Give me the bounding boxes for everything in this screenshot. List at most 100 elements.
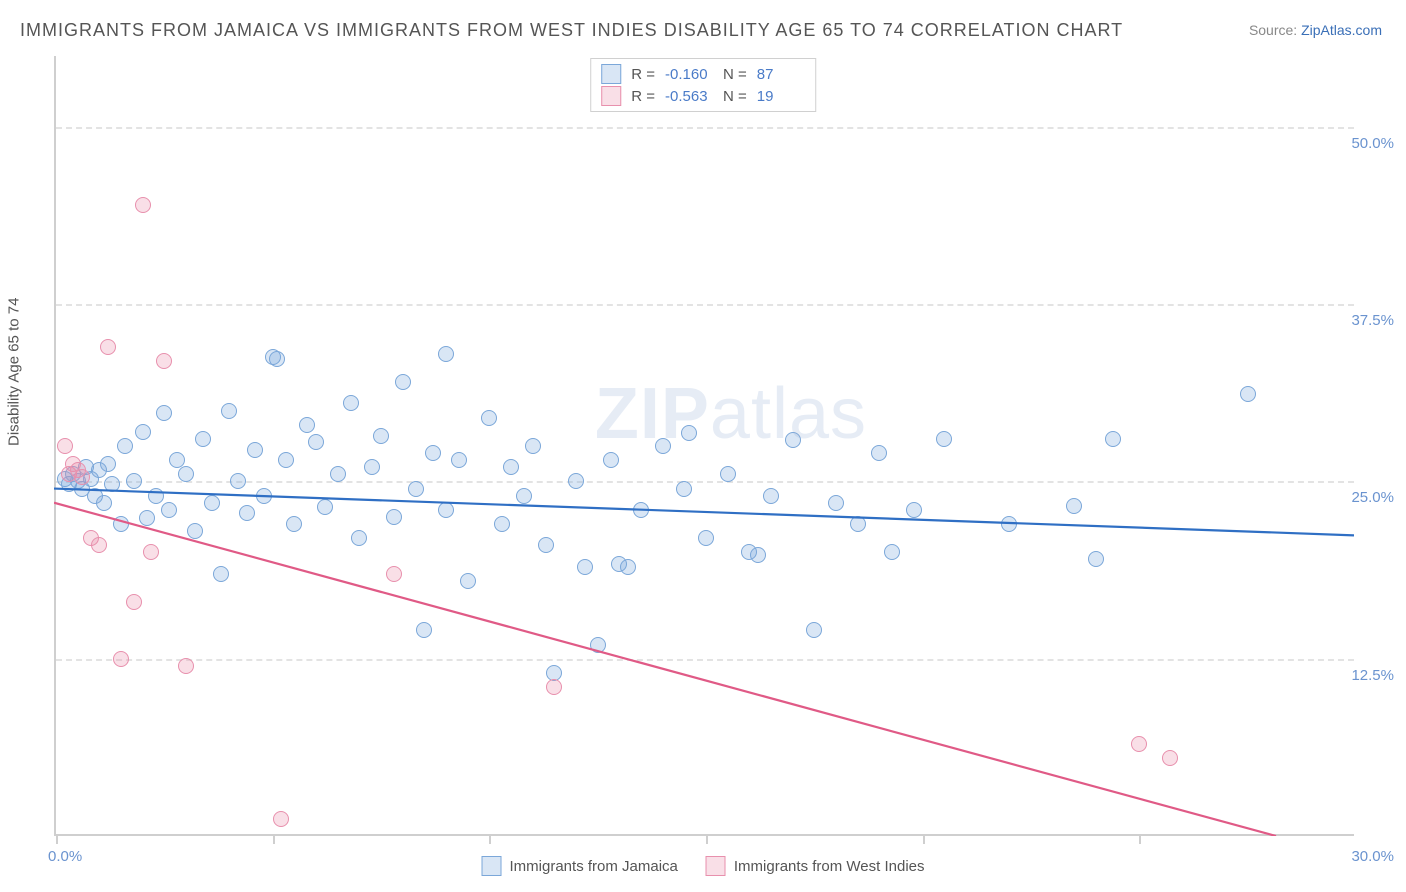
data-point (308, 434, 324, 450)
data-point (148, 488, 164, 504)
data-point (135, 424, 151, 440)
data-point (178, 466, 194, 482)
data-point (330, 466, 346, 482)
data-point (256, 488, 272, 504)
x-tick (489, 834, 491, 844)
y-tick-label: 37.5% (1351, 312, 1394, 329)
data-point (785, 432, 801, 448)
x-tick (706, 834, 708, 844)
data-point (538, 537, 554, 553)
data-point (438, 502, 454, 518)
data-point (750, 547, 766, 563)
legend-row-1: R = -0.160 N = 87 (601, 63, 805, 85)
data-point (204, 495, 220, 511)
data-point (546, 679, 562, 695)
r-label: R = (631, 88, 655, 105)
legend-row-2: R = -0.563 N = 19 (601, 85, 805, 107)
watermark-bold: ZIP (595, 374, 710, 454)
swatch-series-1 (601, 64, 621, 84)
y-tick-label: 50.0% (1351, 135, 1394, 152)
data-point (481, 410, 497, 426)
data-point (494, 516, 510, 532)
gridline (56, 127, 1354, 129)
gridline (56, 481, 1354, 483)
data-point (936, 431, 952, 447)
plot-area: ZIPatlas (54, 56, 1354, 836)
chart-container: IMMIGRANTS FROM JAMAICA VS IMMIGRANTS FR… (0, 0, 1406, 892)
data-point (516, 488, 532, 504)
data-point (351, 530, 367, 546)
data-point (239, 505, 255, 521)
data-point (1240, 386, 1256, 402)
y-tick-label: 12.5% (1351, 667, 1394, 684)
watermark: ZIPatlas (595, 373, 867, 455)
correlation-legend: R = -0.160 N = 87 R = -0.563 N = 19 (590, 58, 816, 112)
data-point (395, 374, 411, 390)
data-point (143, 544, 159, 560)
data-point (425, 445, 441, 461)
swatch-series-1 (482, 856, 502, 876)
data-point (317, 499, 333, 515)
data-point (156, 353, 172, 369)
swatch-series-2 (706, 856, 726, 876)
data-point (286, 516, 302, 532)
data-point (139, 510, 155, 526)
data-point (603, 452, 619, 468)
data-point (74, 469, 90, 485)
data-point (373, 428, 389, 444)
data-point (91, 537, 107, 553)
x-tick (1139, 834, 1141, 844)
data-point (460, 573, 476, 589)
n-label: N = (723, 88, 747, 105)
source-prefix: Source: (1249, 22, 1301, 38)
data-point (57, 438, 73, 454)
data-point (416, 622, 432, 638)
data-point (273, 811, 289, 827)
data-point (806, 622, 822, 638)
data-point (1162, 750, 1178, 766)
data-point (1088, 551, 1104, 567)
data-point (343, 395, 359, 411)
data-point (117, 438, 133, 454)
data-point (161, 502, 177, 518)
legend-label-1: Immigrants from Jamaica (510, 858, 678, 875)
r-label: R = (631, 66, 655, 83)
x-tick-label: 30.0% (1351, 848, 1394, 865)
x-tick-label: 0.0% (48, 848, 82, 865)
data-point (104, 476, 120, 492)
data-point (221, 403, 237, 419)
data-point (850, 516, 866, 532)
data-point (386, 566, 402, 582)
data-point (178, 658, 194, 674)
data-point (100, 456, 116, 472)
n-value-2: 19 (757, 88, 805, 105)
data-point (720, 466, 736, 482)
x-tick (273, 834, 275, 844)
data-point (906, 502, 922, 518)
data-point (96, 495, 112, 511)
data-point (676, 481, 692, 497)
source-credit: Source: ZipAtlas.com (1249, 22, 1382, 38)
data-point (871, 445, 887, 461)
data-point (269, 351, 285, 367)
data-point (213, 566, 229, 582)
y-tick-label: 25.0% (1351, 489, 1394, 506)
source-link[interactable]: ZipAtlas.com (1301, 22, 1382, 38)
data-point (1131, 736, 1147, 752)
data-point (698, 530, 714, 546)
data-point (247, 442, 263, 458)
data-point (278, 452, 294, 468)
data-point (828, 495, 844, 511)
data-point (299, 417, 315, 433)
data-point (577, 559, 593, 575)
data-point (187, 523, 203, 539)
data-point (438, 346, 454, 362)
data-point (503, 459, 519, 475)
data-point (364, 459, 380, 475)
data-point (156, 405, 172, 421)
n-label: N = (723, 66, 747, 83)
data-point (1066, 498, 1082, 514)
data-point (568, 473, 584, 489)
data-point (230, 473, 246, 489)
swatch-series-2 (601, 86, 621, 106)
